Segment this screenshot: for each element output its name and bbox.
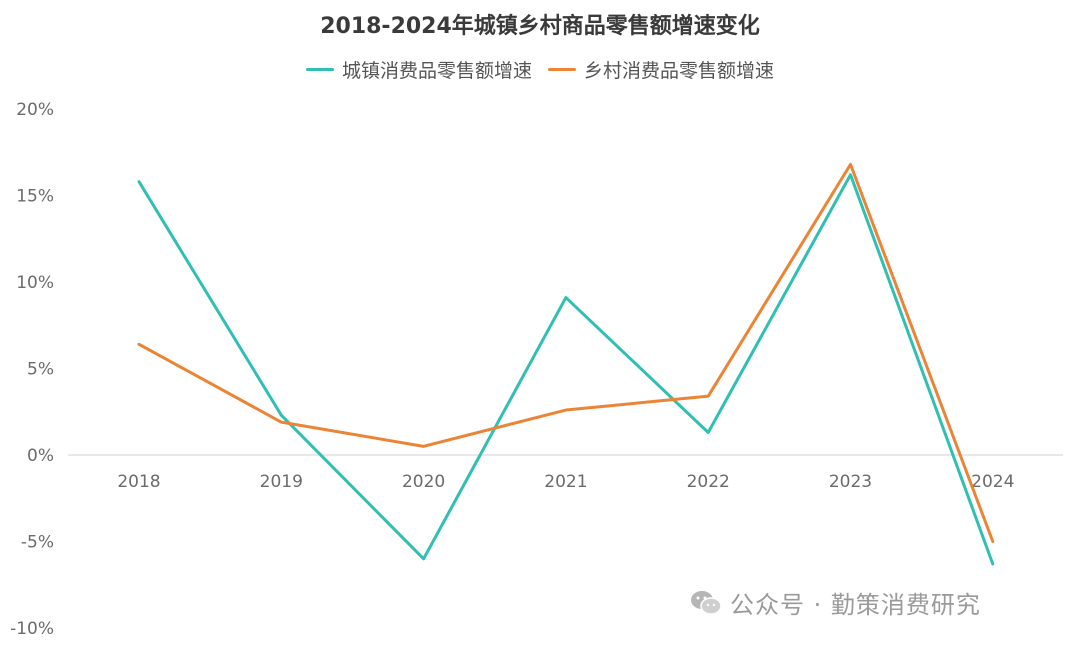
- x-tick-label: 2021: [544, 472, 587, 492]
- series-line-rural: [137, 162, 995, 543]
- legend-swatch-urban: [305, 68, 334, 71]
- x-tick-label: 2019: [260, 472, 303, 492]
- y-tick-label: 5%: [27, 360, 54, 380]
- x-tick-label: 2022: [687, 472, 730, 492]
- wechat-icon: [691, 590, 722, 615]
- y-tick-label: -5%: [21, 533, 54, 553]
- x-tick-label: 2018: [117, 472, 160, 492]
- legend-entry-rural: 乡村消费品零售额增速: [548, 56, 774, 83]
- x-tick-label: 2024: [971, 472, 1014, 492]
- y-tick-label: -10%: [10, 619, 54, 639]
- x-tick-label: 2020: [402, 472, 445, 492]
- legend-swatch-rural: [548, 68, 576, 71]
- watermark-text: 公众号 · 勤策消费研究: [730, 591, 981, 619]
- y-tick-label: 0%: [27, 446, 54, 466]
- x-tick-label: 2023: [829, 472, 872, 492]
- y-tick-label: 20%: [16, 100, 54, 120]
- legend-entry-urban: 城镇消费品零售额增速: [305, 56, 532, 83]
- y-tick-label: 10%: [16, 273, 54, 293]
- legend-label-urban: 城镇消费品零售额增速: [341, 60, 532, 82]
- legend-label-rural: 乡村消费品零售额增速: [584, 60, 775, 82]
- series-line-urban: [137, 173, 995, 566]
- watermark: 公众号 · 勤策消费研究: [690, 585, 981, 620]
- chart-legend: 城镇消费品零售额增速 乡村消费品零售额增速: [0, 56, 1080, 83]
- chart-title: 2018-2024年城镇乡村商品零售额增速变化: [320, 14, 760, 39]
- y-tick-label: 15%: [16, 187, 54, 207]
